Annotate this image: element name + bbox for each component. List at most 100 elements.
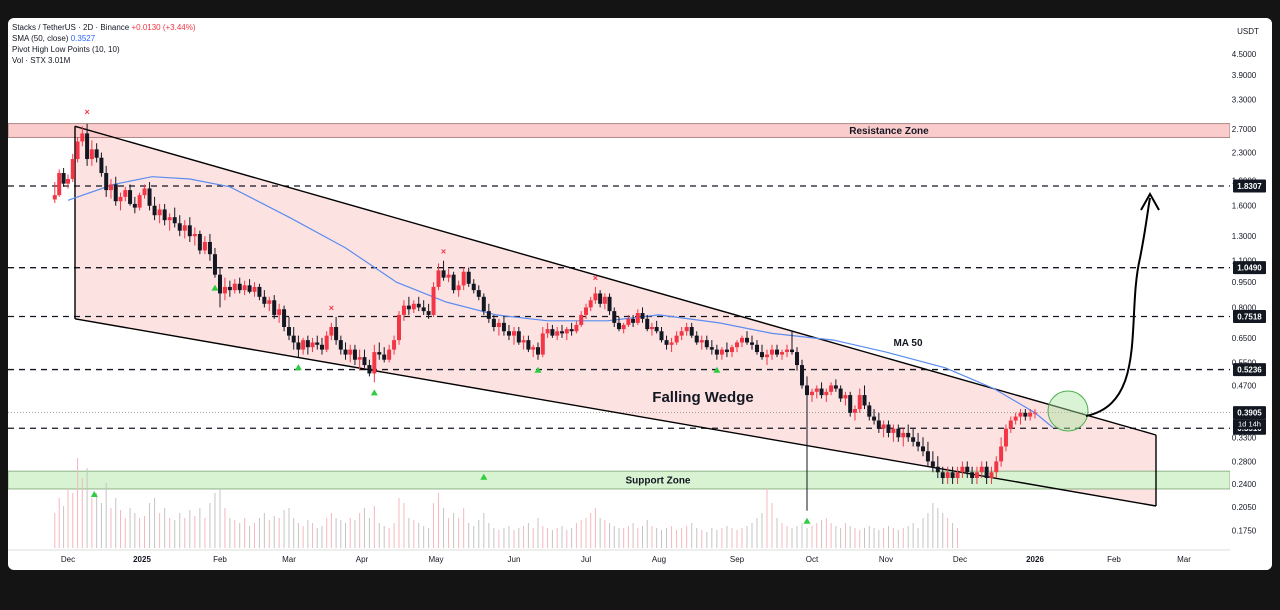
price-tag-label: 1.8307 xyxy=(1237,182,1262,191)
volume-bar xyxy=(458,518,460,548)
candle-body xyxy=(167,217,172,221)
time-tick-label: Aug xyxy=(652,555,666,564)
candle-body xyxy=(75,141,80,160)
volume-bar xyxy=(957,528,959,548)
candle-body xyxy=(867,405,872,417)
volume-bar xyxy=(363,508,365,548)
volume-label[interactable]: Vol · STX xyxy=(12,56,46,65)
volume-bar xyxy=(761,513,763,548)
candle-body xyxy=(85,133,90,160)
volume-bar xyxy=(868,526,870,548)
price-tick-label: 1.6000 xyxy=(1232,202,1257,211)
candle-body xyxy=(187,225,192,237)
volume-bar xyxy=(91,498,93,548)
volume-bar xyxy=(825,518,827,548)
candle-body xyxy=(147,188,152,206)
price-axis[interactable] xyxy=(1230,18,1272,570)
candle-body xyxy=(80,133,85,142)
candle-body xyxy=(704,340,709,348)
volume-bar xyxy=(149,503,151,548)
sma-label[interactable]: SMA (50, close) xyxy=(12,34,69,43)
candle-body xyxy=(740,337,744,343)
candle-body xyxy=(1013,416,1018,421)
candle-body xyxy=(550,329,555,336)
pivot-high-marker: × xyxy=(329,303,334,313)
volume-bar xyxy=(448,518,450,548)
volume-bar xyxy=(942,513,944,548)
volume-bar xyxy=(686,526,688,548)
candle-body xyxy=(635,313,640,323)
volume-bar xyxy=(613,526,615,548)
candle-body xyxy=(89,149,94,160)
candle-body xyxy=(659,331,664,341)
volume-bar xyxy=(840,528,842,548)
price-chart[interactable]: × × × × Resistance Zone Support Zone Falling W… xyxy=(8,18,1272,570)
time-tick-label: Nov xyxy=(879,555,893,564)
candle-body xyxy=(564,329,569,334)
candle-body xyxy=(257,286,262,297)
candle-body xyxy=(974,472,979,479)
candle-body xyxy=(506,331,511,336)
candle-body xyxy=(118,196,123,202)
volume-bar xyxy=(234,520,236,548)
volume-bar xyxy=(199,508,201,548)
candle-body xyxy=(833,385,838,389)
candle-body xyxy=(272,300,277,315)
volume-bar xyxy=(656,528,658,548)
volume-bar xyxy=(413,520,415,548)
price-tag-label: 0.3905 xyxy=(1237,409,1262,418)
volume-bar xyxy=(726,526,728,548)
volume-bar xyxy=(947,518,949,548)
price-tag xyxy=(1233,310,1266,324)
candle-body xyxy=(588,300,593,308)
volume-bar xyxy=(159,513,161,548)
candle-body xyxy=(392,340,397,350)
candle-body xyxy=(719,349,724,355)
candle-body xyxy=(70,159,75,180)
pivot-label[interactable]: Pivot High Low Points (10, 10) xyxy=(12,45,120,54)
candle-body xyxy=(512,331,516,336)
volume-bar xyxy=(428,528,430,548)
volume-bar xyxy=(86,468,88,548)
candle-body xyxy=(1033,412,1037,414)
candle-body xyxy=(262,296,267,304)
volume-bar xyxy=(164,508,166,548)
candle-body xyxy=(343,349,348,355)
candle-body xyxy=(755,344,759,353)
candle-body xyxy=(501,322,506,332)
candle-body xyxy=(810,391,814,396)
volume-bar xyxy=(493,528,495,548)
volume-bar xyxy=(561,526,563,548)
symbol-label[interactable]: Stacks / TetherUS · 2D · Binance xyxy=(12,23,130,32)
time-tick-label: 2026 xyxy=(1026,555,1044,564)
volume-bar xyxy=(937,508,939,548)
price-axis-unit: USDT xyxy=(1237,27,1259,36)
candle-body xyxy=(113,184,118,202)
candle-body xyxy=(324,335,329,350)
sma-50-line xyxy=(67,176,1054,428)
candle-body xyxy=(237,283,242,291)
candle-body xyxy=(362,357,367,366)
candle-body xyxy=(521,340,526,343)
candle-body xyxy=(699,340,704,343)
price-tick-label: 2.3000 xyxy=(1232,149,1257,158)
volume-bar xyxy=(77,458,79,548)
volume-bar xyxy=(312,523,314,548)
volume-bar xyxy=(388,528,390,548)
volume-bar xyxy=(623,528,625,548)
volume-bar xyxy=(174,520,176,548)
candle-body xyxy=(616,322,621,330)
candle-body xyxy=(994,461,999,473)
candle-body xyxy=(724,349,729,353)
volume-bar xyxy=(806,528,808,548)
candle-body xyxy=(287,326,291,336)
time-tick-label: Feb xyxy=(1107,555,1121,564)
price-tick-label: 0.9500 xyxy=(1232,278,1257,287)
volume-bar xyxy=(453,513,455,548)
price-tick-label: 0.3300 xyxy=(1232,433,1257,442)
candle-body xyxy=(664,340,669,345)
candle-body xyxy=(197,233,202,251)
candle-body xyxy=(486,311,491,319)
candle-body xyxy=(545,329,550,334)
volume-bar xyxy=(335,518,337,548)
